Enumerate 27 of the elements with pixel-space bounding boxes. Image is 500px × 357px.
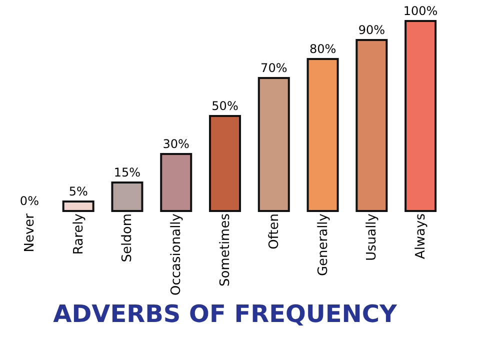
- x-tick-label: Sometimes: [218, 213, 233, 287]
- bar: [356, 39, 388, 212]
- bar: [404, 20, 437, 212]
- data-label: 80%: [309, 42, 336, 56]
- x-tick-label: Often: [266, 214, 282, 250]
- x-tick-label: Occasionally: [169, 213, 184, 296]
- bar: [258, 77, 290, 212]
- data-label: 50%: [212, 99, 238, 113]
- bar: [209, 115, 241, 212]
- data-label: 100%: [403, 4, 438, 18]
- data-label: 90%: [358, 23, 386, 37]
- data-label: 15%: [114, 166, 141, 180]
- x-tick-label: Always: [414, 213, 429, 260]
- text: ADVERBS OF FREQUENCY: [53, 300, 398, 328]
- x-tick-label: Generally: [316, 213, 331, 276]
- data-label: 70%: [260, 61, 288, 75]
- bar: [111, 182, 144, 212]
- bar: [62, 200, 94, 212]
- x-tick-label: Usually: [364, 213, 380, 261]
- x-tick-label: Seldom: [120, 214, 136, 262]
- x-tick-label: Rarely: [71, 213, 86, 255]
- bar: [160, 153, 192, 212]
- data-label: 30%: [162, 137, 190, 151]
- x-tick-label: Never: [22, 212, 38, 252]
- data-label: 5%: [68, 184, 88, 198]
- bar: [306, 58, 339, 212]
- data-label: 0%: [20, 194, 39, 208]
